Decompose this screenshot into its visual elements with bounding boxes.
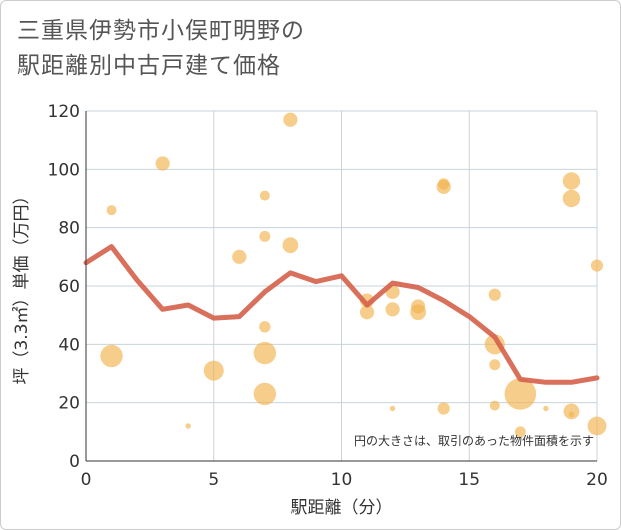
bubble-point <box>568 411 575 418</box>
y-tick-label: 120 <box>48 102 80 122</box>
bubble-point <box>562 189 581 208</box>
bubble-point <box>488 288 501 301</box>
y-tick-label: 100 <box>48 160 80 180</box>
bubble-point <box>504 378 537 410</box>
bubble-point <box>100 344 123 368</box>
bubble-point <box>282 237 299 254</box>
bubble-point <box>259 190 270 201</box>
y-tick-label: 20 <box>58 394 80 414</box>
average-line-series <box>83 244 600 385</box>
bubble-point <box>259 230 271 242</box>
average-line <box>83 244 600 385</box>
title-line-2: 駅距離別中古戸建て価格 <box>17 53 281 79</box>
y-axis-title: 坪（3.3㎡）単価（万円） <box>12 187 32 384</box>
bubble-point <box>563 403 580 420</box>
bubble-point <box>106 205 117 216</box>
bubble-point <box>543 405 549 412</box>
bubble-point <box>590 259 604 272</box>
title-line-1: 三重県伊勢市小俣町明野の <box>17 18 305 44</box>
bubble-point <box>389 405 396 412</box>
y-tick-label: 60 <box>58 277 80 297</box>
bubble-point <box>155 156 170 171</box>
x-axis-title: 駅距離（分） <box>291 498 393 518</box>
bubble-point <box>437 402 450 415</box>
bubble-point <box>410 304 427 321</box>
x-tick-label: 15 <box>458 470 480 490</box>
bubble-point <box>253 382 277 406</box>
bubble-point <box>436 179 451 194</box>
x-tick-label: 20 <box>586 470 608 490</box>
size-annotation: 円の大きさは、取引のあった物件面積を示す <box>354 433 594 448</box>
bubble-point <box>385 302 400 317</box>
bubble-point <box>259 321 271 333</box>
x-tick-label: 0 <box>81 470 92 490</box>
bubble-point <box>587 416 607 436</box>
bubble-point <box>283 112 298 127</box>
tick-labels: 0 5 10 15 20 0 20 40 60 80 100 120 <box>48 102 608 490</box>
bubble-point <box>514 426 526 438</box>
bubble-point <box>253 341 277 365</box>
x-tick-label: 5 <box>208 470 219 490</box>
bubble-series <box>100 112 607 438</box>
bubble-point <box>359 305 375 320</box>
bubble-point <box>232 249 247 264</box>
grid-lines <box>86 110 598 461</box>
chart-title: 三重県伊勢市小俣町明野の 駅距離別中古戸建て価格 <box>17 14 305 84</box>
y-tick-label: 40 <box>58 335 80 355</box>
axes <box>85 111 597 462</box>
bubble-point <box>489 359 501 371</box>
bubble-point <box>185 423 191 429</box>
x-tick-label: 10 <box>331 470 353 490</box>
y-tick-label: 0 <box>69 452 80 472</box>
y-tick-label: 80 <box>58 219 80 239</box>
bubble-point <box>203 360 224 381</box>
bubble-point <box>489 400 500 411</box>
bubble-point <box>562 172 581 190</box>
